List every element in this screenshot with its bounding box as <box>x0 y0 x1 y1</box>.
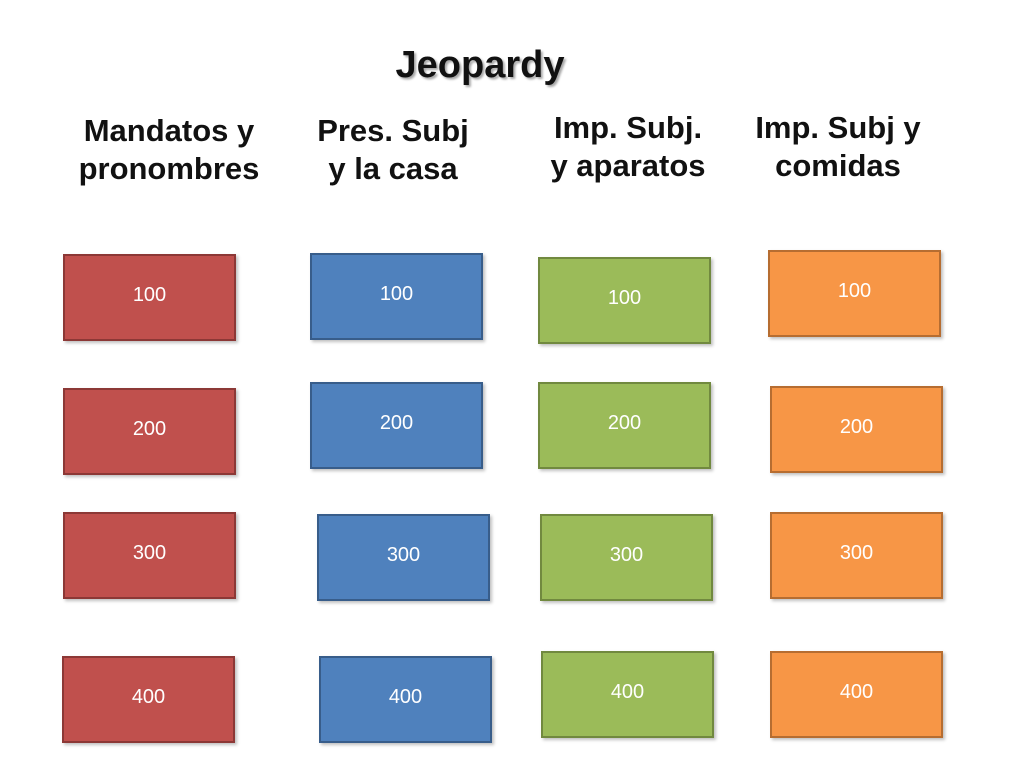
tile-value: 300 <box>386 544 421 566</box>
tile-value: 400 <box>839 681 874 703</box>
tile-imp-subj-comidas-100[interactable]: 100 <box>768 250 941 337</box>
category-header-line: y aparatos <box>550 148 706 183</box>
tile-pres-subj-200[interactable]: 200 <box>310 382 483 469</box>
tile-value: 200 <box>839 416 874 438</box>
tile-value: 200 <box>379 412 414 434</box>
category-header-line: pronombres <box>78 151 260 186</box>
tile-imp-subj-comidas-200[interactable]: 200 <box>770 386 943 473</box>
tile-mandatos-400[interactable]: 400 <box>62 656 235 743</box>
tile-value: 300 <box>132 542 167 564</box>
tile-value: 400 <box>610 681 645 703</box>
tile-imp-subj-aparatos-300[interactable]: 300 <box>540 514 713 601</box>
tile-pres-subj-100[interactable]: 100 <box>310 253 483 340</box>
tile-value: 300 <box>609 544 644 566</box>
tile-imp-subj-comidas-300[interactable]: 300 <box>770 512 943 599</box>
category-header-line: Imp. Subj. <box>553 110 703 145</box>
tile-value: 100 <box>837 280 872 302</box>
category-header-line: comidas <box>775 148 901 183</box>
category-header-line: Mandatos y <box>83 113 255 148</box>
category-header-imp-subj-comidas: Imp. Subj y comidas <box>740 109 936 185</box>
tile-value: 100 <box>379 283 414 305</box>
tile-value: 200 <box>132 418 167 440</box>
tile-value: 400 <box>131 686 166 708</box>
tile-imp-subj-aparatos-400[interactable]: 400 <box>541 651 714 738</box>
category-header-imp-subj-aparatos: Imp. Subj. y aparatos <box>536 109 720 185</box>
page-title: Jeopardy <box>395 44 565 86</box>
tile-pres-subj-400[interactable]: 400 <box>319 656 492 743</box>
category-header-mandatos: Mandatos y pronombres <box>66 112 272 188</box>
tile-imp-subj-aparatos-200[interactable]: 200 <box>538 382 711 469</box>
category-header-line: y la casa <box>328 151 458 186</box>
category-header-pres-subj: Pres. Subj y la casa <box>300 112 486 188</box>
tile-imp-subj-aparatos-100[interactable]: 100 <box>538 257 711 344</box>
tile-value: 100 <box>607 287 642 309</box>
tile-value: 100 <box>132 284 167 306</box>
tile-value: 300 <box>839 542 874 564</box>
tile-value: 200 <box>607 412 642 434</box>
tile-pres-subj-300[interactable]: 300 <box>317 514 490 601</box>
tile-mandatos-300[interactable]: 300 <box>63 512 236 599</box>
tile-mandatos-100[interactable]: 100 <box>63 254 236 341</box>
tile-imp-subj-comidas-400[interactable]: 400 <box>770 651 943 738</box>
tile-value: 400 <box>388 686 423 708</box>
category-header-line: Pres. Subj <box>317 113 469 148</box>
tile-mandatos-200[interactable]: 200 <box>63 388 236 475</box>
category-header-line: Imp. Subj y <box>755 110 921 145</box>
